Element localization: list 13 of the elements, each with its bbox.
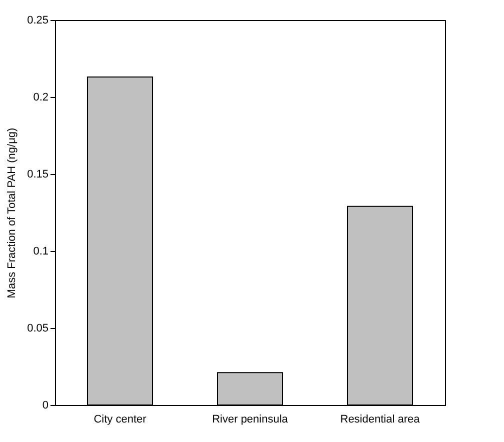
y-axis-title: Mass Fraction of Total PAH (ng/μg) bbox=[6, 128, 18, 298]
y-tick-label: 0.25 bbox=[27, 14, 48, 26]
bar bbox=[87, 76, 153, 406]
x-tick-label: River peninsula bbox=[212, 414, 289, 426]
y-tick-label: 0.1 bbox=[33, 246, 48, 258]
y-tick-label: 0.2 bbox=[33, 92, 48, 104]
y-tick-label: 0.05 bbox=[27, 322, 48, 334]
y-tick-label: 0.15 bbox=[27, 168, 48, 180]
x-tick-label: City center bbox=[94, 414, 147, 426]
x-tick-label: Residential area bbox=[340, 414, 421, 426]
bar bbox=[347, 206, 413, 406]
y-tick-label: 0 bbox=[42, 400, 48, 412]
bar bbox=[217, 372, 283, 406]
